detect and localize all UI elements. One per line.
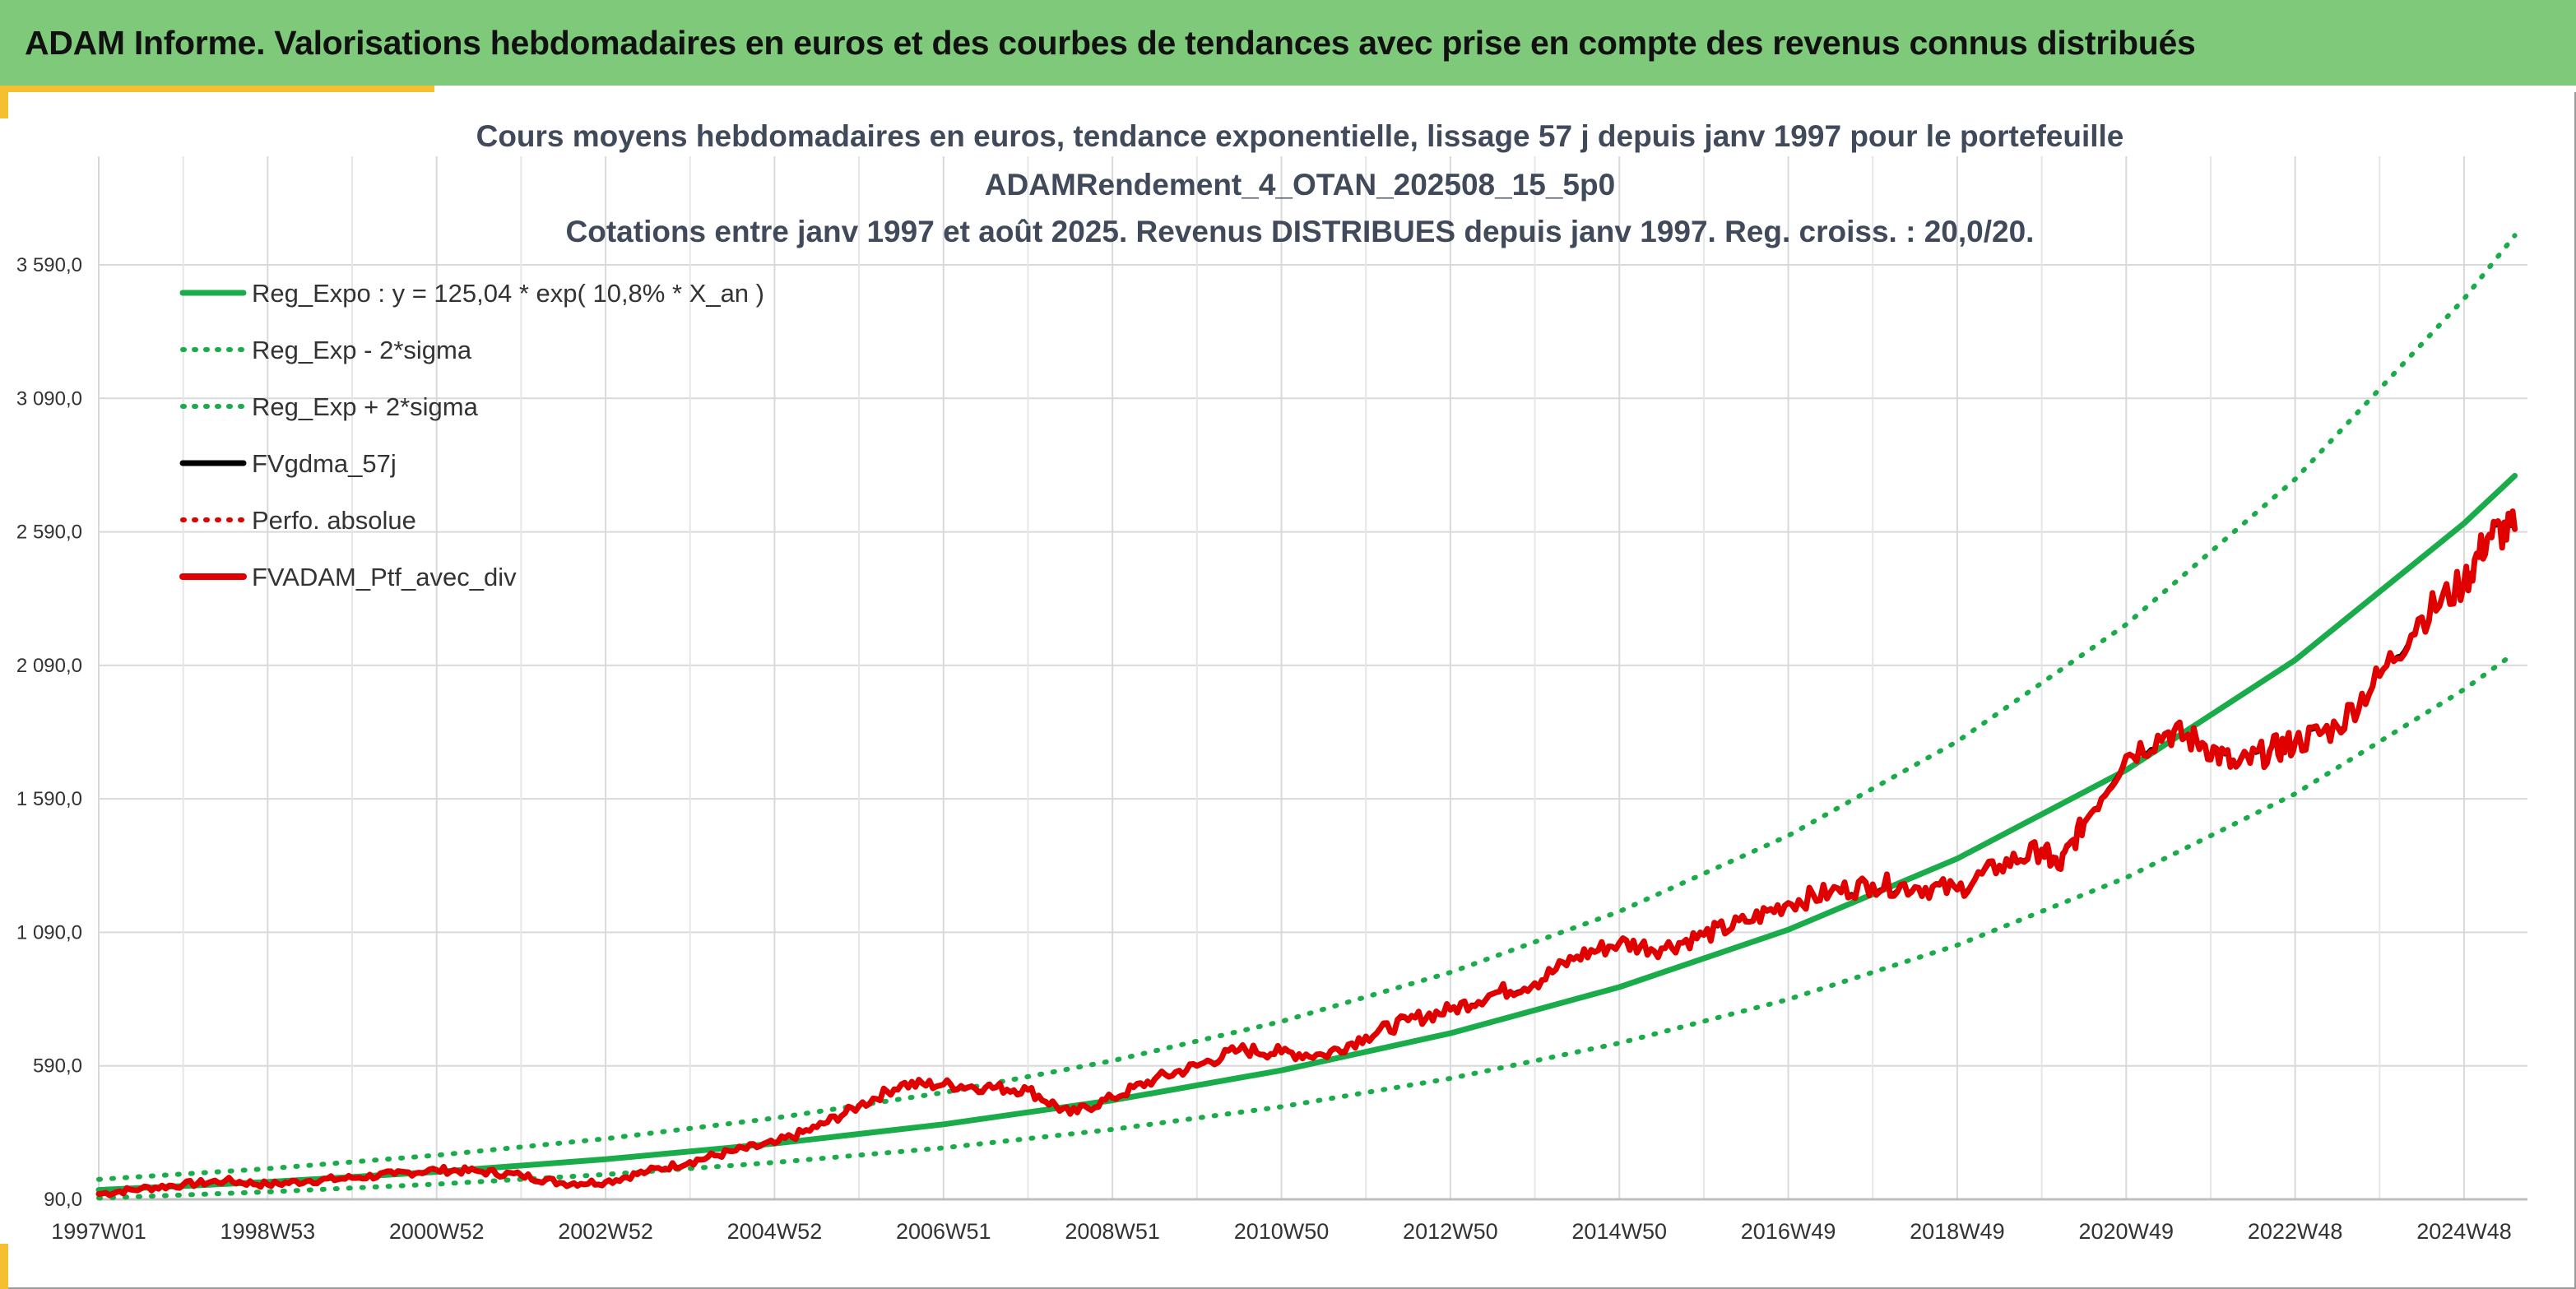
x-tick-label: 2010W50 [1234, 1219, 1330, 1244]
y-tick-label: 2 590,0 [16, 522, 82, 544]
x-tick-label: 2012W50 [1403, 1219, 1498, 1244]
series-fvadam-ptf-line [95, 508, 2518, 1199]
legend-label: Reg_Expo : y = 125,04 * exp( 10,8% * X_a… [252, 279, 764, 308]
chart-legend: Reg_Expo : y = 125,04 * exp( 10,8% * X_a… [179, 279, 764, 591]
x-tick-label: 2002W52 [558, 1219, 653, 1244]
legend-label: Reg_Exp - 2*sigma [252, 336, 472, 364]
y-tick-label: 1 090,0 [16, 921, 82, 944]
x-tick-label: 1998W53 [220, 1219, 316, 1244]
series-reg-exp-minus-2sigma-line [96, 650, 2518, 1201]
x-tick-label: 2014W50 [1571, 1219, 1667, 1244]
series-fvgdma-57j-line [96, 514, 2518, 1197]
series-reg-expo-line [95, 472, 2518, 1194]
x-tick-label: 2024W48 [2416, 1219, 2512, 1244]
x-tick-label: 2020W49 [2078, 1219, 2174, 1244]
chart-title-line-2: ADAMRendement_4_OTAN_202508_15_5p0 [985, 168, 1615, 202]
x-tick-label: 2004W52 [727, 1219, 823, 1244]
legend-label: FVADAM_Ptf_avec_div [252, 563, 517, 591]
x-axis-ticks: 1997W01 1998W53 2000W52 2002W52 2004W52 2006W… [51, 1219, 2512, 1244]
chart-title: Cours moyens hebdomadaires en euros, ten… [476, 119, 2124, 248]
x-tick-label: 2008W51 [1065, 1219, 1160, 1244]
series-reg-exp-plus-2sigma-line [96, 233, 2518, 1182]
chart-series [95, 233, 2518, 1201]
y-tick-label: 590,0 [33, 1055, 82, 1078]
y-axis-ticks: 90,0 590,0 1 090,0 1 590,0 2 090,0 2 590,0 3 0… [16, 254, 82, 1211]
legend-label: FVgdma_57j [252, 449, 397, 478]
page-banner-title: ADAM Informe. Valorisations hebdomadaire… [0, 0, 2576, 86]
y-tick-label: 2 090,0 [16, 655, 82, 677]
x-tick-label: 2000W52 [389, 1219, 485, 1244]
chart-title-line-3: Cotations entre janv 1997 et août 2025. … [566, 215, 2035, 248]
x-tick-label: 2018W49 [1910, 1219, 2005, 1244]
y-tick-label: 90,0 [44, 1189, 82, 1211]
legend-label: Reg_Exp + 2*sigma [252, 392, 479, 421]
left-accent-bar [0, 86, 8, 118]
x-tick-label: 2006W51 [896, 1219, 991, 1244]
x-tick-label: 1997W01 [51, 1219, 146, 1244]
chart-title-line-1: Cours moyens hebdomadaires en euros, ten… [476, 119, 2124, 153]
y-tick-label: 3 090,0 [16, 387, 82, 410]
x-tick-label: 2022W48 [2248, 1219, 2343, 1244]
left-bottom-accent-bar [0, 1244, 8, 1289]
chart-grid [98, 156, 2527, 1201]
legend-label: Perfo. absolue [252, 506, 416, 535]
banner-accent-bar [0, 86, 434, 92]
x-tick-label: 2016W49 [1741, 1219, 1836, 1244]
y-tick-label: 3 590,0 [16, 254, 82, 276]
y-tick-label: 1 590,0 [16, 788, 82, 810]
